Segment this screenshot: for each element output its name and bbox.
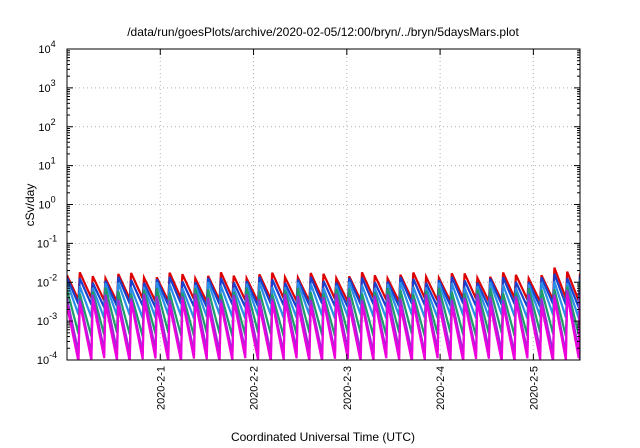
x-tick-label: 2020-2-2 [249,366,261,410]
x-ticks: 2020-2-1 2020-2-2 2020-2-3 2020-2-4 2020-2-5 [155,49,540,410]
x-axis-label: Coordinated Universal Time (UTC) [231,430,415,444]
y-tick-label: 104 [38,39,55,56]
series-line [67,294,580,360]
x-tick-label: 2020-2-4 [435,366,447,410]
y-ticks: 10-4 10-3 10-2 10-1 100 101 102 103 104 [37,39,580,367]
y-tick-label: 10-2 [37,272,57,289]
y-tick-label: 10-4 [37,350,57,367]
y-tick-label: 101 [38,156,55,173]
y-tick-label: 102 [38,117,55,134]
y-tick-label: 100 [38,195,55,212]
y-tick-label: 103 [38,78,55,95]
series-group [67,267,580,360]
y-tick-label: 10-3 [37,311,57,328]
chart-title: /data/run/goesPlots/archive/2020-02-05/1… [127,25,519,39]
y-axis-label: cSv/day [23,184,37,227]
y-tick-label: 10-1 [37,233,57,250]
x-tick-label: 2020-2-5 [528,366,540,410]
x-tick-label: 2020-2-1 [155,366,167,410]
x-tick-label: 2020-2-3 [342,366,354,410]
